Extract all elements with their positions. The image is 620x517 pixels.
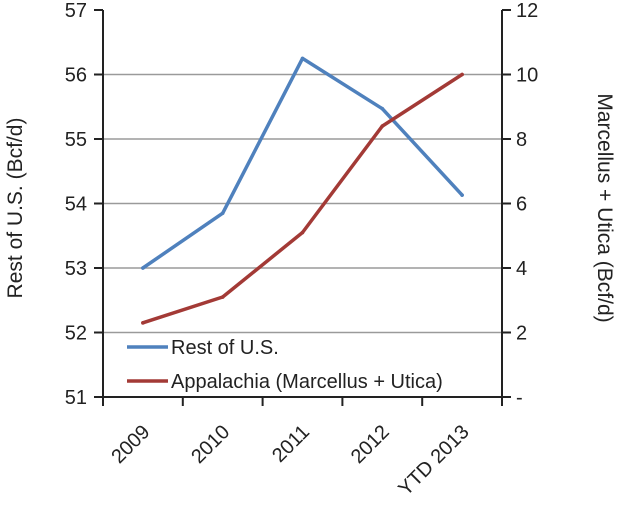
series-lines	[141, 56, 464, 325]
x-tick-label: 2010	[187, 421, 234, 468]
left-y-tick-label: 55	[65, 129, 87, 151]
data-point	[460, 72, 464, 77]
right-y-tick-label: 6	[516, 194, 527, 216]
left-y-axis-title: Rest of U.S. (Bcf/d)	[4, 118, 27, 299]
x-tick-label: 2009	[107, 421, 154, 468]
left-y-tick-label: 56	[65, 65, 87, 87]
right-y-tick-label: 4	[516, 258, 527, 280]
left-y-tick-labels: 51 52 53 54 55 56 57	[65, 0, 87, 409]
data-point	[380, 124, 385, 128]
x-tick-label: 2012	[347, 421, 394, 468]
data-point	[220, 211, 225, 215]
series-line	[141, 72, 464, 325]
data-point	[380, 106, 385, 111]
right-y-tick-label: 8	[516, 129, 527, 151]
right-y-tick-label: -	[516, 387, 523, 409]
right-y-tick-label: 2	[516, 323, 527, 345]
left-y-tick-label: 54	[65, 194, 87, 216]
right-y-tick-label: 12	[516, 0, 538, 22]
left-y-tick-label: 57	[65, 0, 87, 22]
axes	[94, 9, 511, 406]
series-line	[141, 56, 464, 270]
data-point	[141, 266, 145, 270]
left-y-tick-label: 52	[65, 323, 87, 345]
x-tick-label: 2011	[268, 421, 314, 467]
data-point	[300, 230, 305, 235]
data-point	[141, 321, 145, 325]
data-point	[220, 295, 225, 299]
legend-label: Appalachia (Marcellus + Utica)	[171, 371, 443, 393]
right-y-tick-labels: - 2 4 6 8 10 12	[516, 0, 538, 409]
left-y-tick-label: 53	[65, 258, 87, 280]
x-tick-label: YTD 2013	[394, 421, 473, 500]
legend-label: Rest of U.S.	[171, 337, 279, 359]
left-y-tick-label: 51	[65, 387, 87, 409]
legend: Rest of U.S. Appalachia (Marcellus + Utic…	[127, 337, 443, 393]
right-y-tick-label: 10	[516, 65, 538, 87]
data-point	[300, 56, 305, 61]
x-tick-labels: 2009 2010 2011 2012 YTD 2013	[107, 421, 473, 500]
gridlines	[103, 73, 502, 334]
right-y-axis-title: Marcellus + Utica (Bcf/d)	[593, 93, 616, 322]
data-point	[460, 193, 464, 197]
